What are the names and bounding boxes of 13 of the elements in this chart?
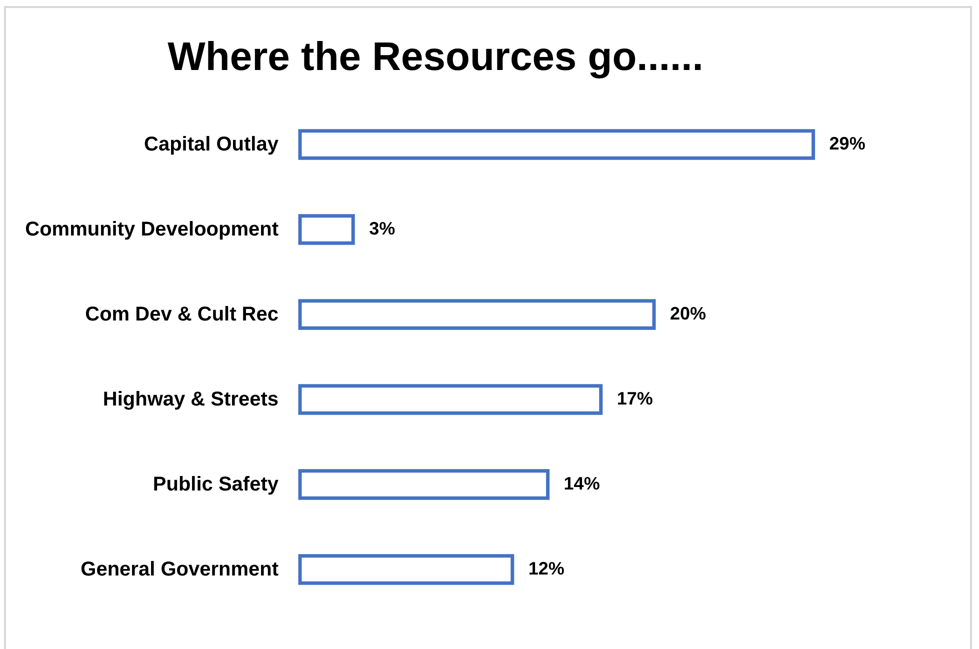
y-tick-label: Public Safety bbox=[152, 474, 280, 496]
y-tick-label: Community Develoopment bbox=[25, 218, 279, 240]
data-label: 14% bbox=[564, 474, 600, 494]
y-tick-label: Highway & Streets bbox=[102, 388, 278, 410]
y-tick-label: Com Dev & Cult Rec bbox=[85, 304, 278, 326]
y-tick-label: Capital Outlay bbox=[144, 134, 280, 156]
data-label: 29% bbox=[829, 134, 866, 154]
data-label: 12% bbox=[528, 558, 564, 578]
y-tick-label: General Government bbox=[80, 558, 279, 580]
data-label: 3% bbox=[369, 218, 396, 238]
data-label: 17% bbox=[616, 388, 653, 408]
chart-title: Where the Resources go...... bbox=[168, 35, 704, 79]
data-label: 20% bbox=[670, 304, 706, 324]
